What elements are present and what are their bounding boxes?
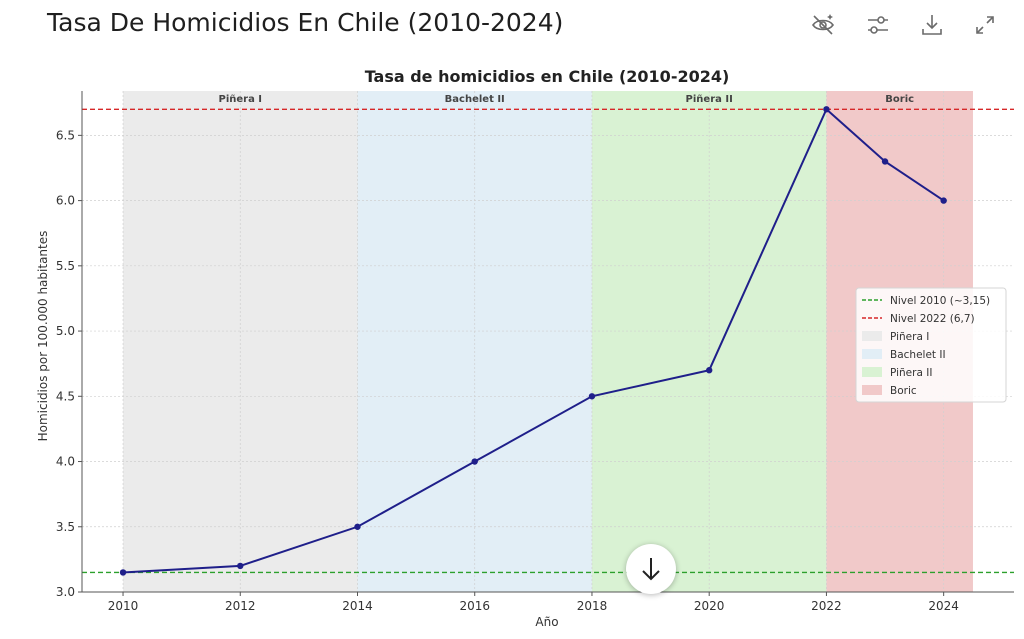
x-tick-label: 2024 [928,599,959,613]
y-tick-label: 6.0 [56,194,75,208]
page-title: Tasa De Homicidios En Chile (2010-2024) [47,8,564,37]
legend-label: Nivel 2010 (~3,15) [890,295,990,307]
data-point [588,393,596,400]
homicide-rate-chart: 2010 2012 2014 2016 2018 2020 2022 2024 3.0 3.5 4.… [36,67,1014,629]
legend-swatch [862,349,882,359]
scroll-down-button[interactable] [626,544,676,594]
legend-label: Boric [890,385,917,397]
data-point [237,562,244,570]
legend-label: Nivel 2022 (6,7) [890,313,975,325]
x-tick-label: 2010 [108,599,139,613]
legend-box [855,287,1007,403]
period-label: Bachelet II [445,94,505,105]
legend-swatch [862,385,882,395]
expand-icon [976,16,994,34]
x-tick-label: 2018 [577,599,608,613]
chart-legend: Nivel 2010 (~3,15) Nivel 2022 (6,7) Piñera… [855,287,1007,403]
y-tick-label: 4.0 [56,455,75,469]
sliders-icon [868,16,888,34]
period-label: Boric [885,94,914,105]
y-tick-label: 3.0 [56,585,75,599]
data-point [471,458,478,465]
x-axis-label: Año [535,615,558,629]
data-point [940,197,947,204]
legend-swatch [862,331,882,341]
y-tick-label: 3.5 [56,520,75,534]
chart-title: Tasa de homicidios en Chile (2010-2024) [365,67,730,86]
expand-button[interactable] [968,8,1002,42]
legend-label: Bachelet II [890,349,946,361]
chart-header: Tasa De Homicidios En Chile (2010-2024) [0,0,1024,52]
hide-chart-button[interactable] [806,8,840,42]
x-tick-label: 2012 [225,599,256,613]
x-tick-label: 2016 [459,599,490,613]
arrow-down-icon [642,558,660,581]
legend-swatch [862,367,882,377]
y-axis-label: Homicidios por 100.000 habitantes [36,231,50,442]
y-tick-label: 5.0 [56,324,75,338]
eye-slash-sparkle-icon [812,14,834,35]
y-tick-label: 6.5 [56,128,75,142]
data-point [354,523,361,530]
period-label: Piñera II [686,94,733,105]
data-point [705,367,713,374]
filter-settings-button[interactable] [861,8,895,42]
download-icon [922,15,942,35]
y-tick-label: 4.5 [56,389,75,403]
legend-label: Piñera I [890,331,929,343]
data-point [881,158,889,165]
x-tick-label: 2020 [694,599,725,613]
x-tick-label: 2022 [811,599,842,613]
download-button[interactable] [915,8,949,42]
period-label: Piñera I [218,94,262,105]
data-point [119,569,127,576]
x-tick-label: 2014 [342,599,373,613]
y-tick-label: 5.5 [56,259,75,273]
data-point [823,106,830,113]
legend-label: Piñera II [890,367,932,379]
